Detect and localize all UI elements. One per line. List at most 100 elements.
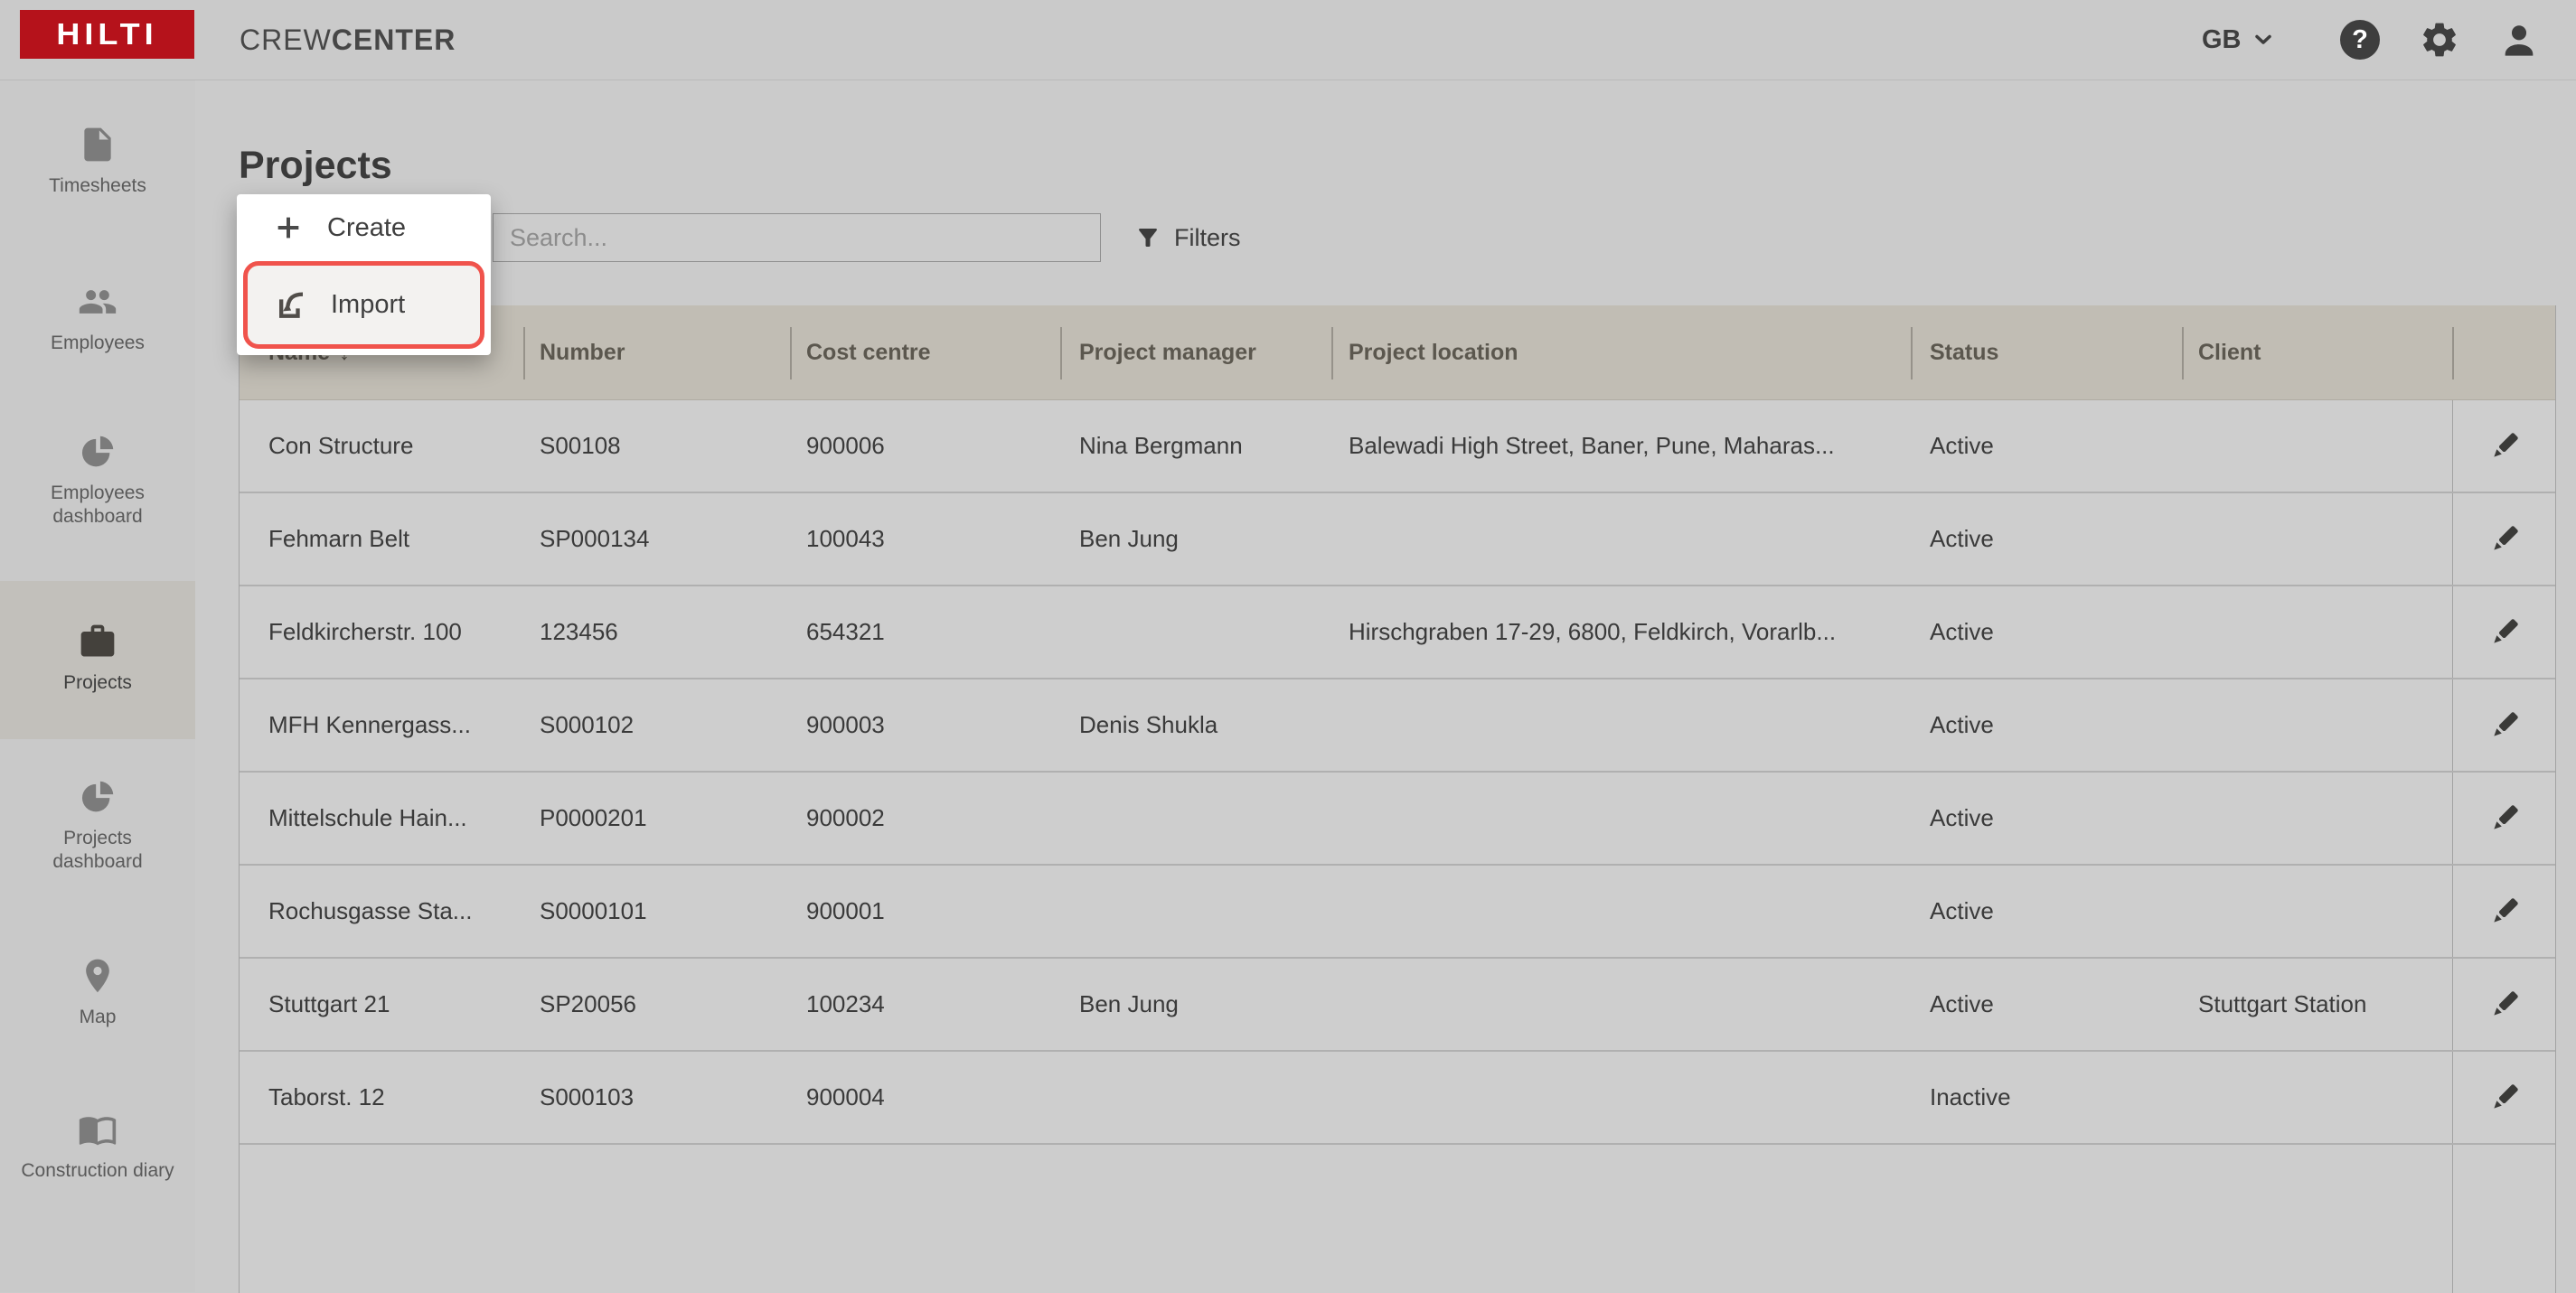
sidebar-item-construction-diary[interactable]: Construction diary (0, 1110, 195, 1183)
table-row[interactable]: Rochusgasse Sta... S0000101 900001 Activ… (240, 866, 2555, 959)
table-row[interactable]: Taborst. 12 S000103 900004 Inactive (240, 1052, 2555, 1145)
sidebar: Timesheets Employees Employees dashboard… (0, 80, 195, 1292)
sidebar-item-label: Construction diary (21, 1160, 174, 1181)
cell-cost-centre: 654321 (806, 618, 885, 645)
table-row[interactable]: Stuttgart 21 SP20056 100234 Ben Jung Act… (240, 959, 2555, 1052)
sidebar-item-projects-dashboard[interactable]: Projects dashboard (0, 777, 195, 874)
edit-button[interactable] (2483, 425, 2526, 468)
cell-project-manager (1079, 773, 1334, 864)
column-header-status[interactable]: Status (1930, 339, 1999, 365)
table-row[interactable]: Feldkircherstr. 100 123456 654321 Hirsch… (240, 586, 2555, 679)
cell-number: P0000201 (540, 804, 647, 831)
column-header-client[interactable]: Client (2198, 339, 2261, 365)
chevron-down-icon (2254, 34, 2271, 44)
cell-project-manager: Ben Jung (1079, 525, 1179, 552)
cell-status: Active (1930, 897, 1994, 924)
header-divider (790, 327, 792, 379)
cell-client (2198, 866, 2444, 957)
table-empty-area (240, 1145, 2555, 1293)
cell-name: Fehmarn Belt (268, 525, 410, 552)
cell-status: Active (1930, 525, 1994, 552)
language-selector[interactable]: GB (2202, 0, 2276, 80)
sidebar-item-map[interactable]: Map (0, 956, 195, 1029)
header-divider (2452, 327, 2454, 379)
column-header-project-manager[interactable]: Project manager (1079, 339, 1256, 365)
edit-button[interactable] (2483, 704, 2526, 747)
table-row[interactable]: Mittelschule Hain... P0000201 900002 Act… (240, 773, 2555, 866)
sidebar-item-timesheets[interactable]: Timesheets (0, 125, 195, 198)
cell-project-location (1349, 773, 1904, 864)
cell-project-location (1349, 959, 1904, 1050)
sidebar-item-projects[interactable]: Projects (0, 622, 195, 695)
plus-icon (277, 217, 299, 239)
table-header: Name ↓ Number Cost centre Project manage… (240, 305, 2555, 400)
cell-cost-centre: 900001 (806, 897, 885, 924)
pencil-icon (2493, 897, 2518, 923)
cell-cost-centre: 900004 (806, 1083, 885, 1110)
header-divider (1060, 327, 1062, 379)
edit-button[interactable] (2483, 1076, 2526, 1120)
cell-status: Active (1930, 711, 1994, 738)
briefcase-icon (80, 624, 115, 657)
column-header-cost-centre[interactable]: Cost centre (806, 339, 931, 365)
cell-number: S000102 (540, 711, 635, 738)
cell-project-manager: Nina Bergmann (1079, 432, 1243, 459)
sidebar-item-employees-dashboard[interactable]: Employees dashboard (0, 432, 195, 529)
help-button[interactable]: ? (2339, 19, 2381, 61)
edit-button[interactable] (2483, 518, 2526, 561)
sidebar-item-label: Employees dashboard (51, 483, 145, 527)
column-header-project-location[interactable]: Project location (1349, 339, 1518, 365)
edit-button[interactable] (2483, 983, 2526, 1026)
column-header-number[interactable]: Number (540, 339, 625, 365)
person-icon (2505, 25, 2534, 56)
edit-button[interactable] (2483, 611, 2526, 654)
pencil-icon (2493, 711, 2518, 736)
settings-button[interactable] (2419, 19, 2460, 61)
pencil-icon (2493, 1083, 2518, 1109)
cell-name: Stuttgart 21 (268, 990, 390, 1017)
cell-client: Stuttgart Station (2198, 990, 2367, 1017)
top-bar: HILTI CREW CENTER GB ? (0, 0, 2576, 80)
menu-item-create[interactable]: Create (237, 194, 491, 261)
app-title: CREW CENTER (240, 0, 456, 80)
cell-number: S0000101 (540, 897, 647, 924)
cell-number: SP20056 (540, 990, 636, 1017)
cell-project-location: Hirschgraben 17-29, 6800, Feldkirch, Vor… (1349, 618, 1837, 645)
cell-client (2198, 1052, 2444, 1143)
document-icon (84, 127, 111, 162)
cell-name: Mittelschule Hain... (268, 804, 467, 831)
cell-project-manager: Denis Shukla (1079, 711, 1218, 738)
table-row[interactable]: Con Structure S00108 900006 Nina Bergman… (240, 400, 2555, 493)
cell-project-location (1349, 1052, 1904, 1143)
cell-project-location: Balewadi High Street, Baner, Pune, Mahar… (1349, 432, 1835, 459)
table-row[interactable]: MFH Kennergass... S000102 900003 Denis S… (240, 679, 2555, 773)
language-code: GB (2202, 24, 2242, 54)
header-divider (1331, 327, 1333, 379)
sidebar-item-label: Map (79, 1007, 117, 1027)
account-button[interactable] (2498, 19, 2540, 61)
cell-client (2198, 400, 2444, 492)
search-input[interactable] (493, 213, 1101, 262)
cell-project-manager (1079, 1052, 1334, 1143)
sidebar-item-label: Projects (63, 672, 132, 693)
app-title-center: CENTER (331, 23, 456, 56)
projects-table: Name ↓ Number Cost centre Project manage… (239, 305, 2556, 1293)
edit-button[interactable] (2483, 797, 2526, 840)
cell-project-manager (1079, 866, 1334, 957)
pencil-icon (2493, 804, 2518, 829)
edit-button[interactable] (2483, 890, 2526, 933)
pie-chart-icon (81, 781, 114, 812)
cell-project-manager (1079, 586, 1334, 678)
menu-item-import[interactable]: Import (243, 261, 484, 349)
filters-button[interactable]: Filters (1134, 213, 1241, 262)
sidebar-item-employees[interactable]: Employees (0, 282, 195, 355)
table-row[interactable]: Fehmarn Belt SP000134 100043 Ben Jung Ac… (240, 493, 2555, 586)
cell-number: S00108 (540, 432, 621, 459)
cell-client (2198, 493, 2444, 585)
sidebar-item-label: Employees (51, 333, 145, 353)
hilti-logo[interactable]: HILTI (20, 10, 194, 59)
cell-status: Active (1930, 432, 1994, 459)
pencil-icon (2493, 525, 2518, 550)
cell-status: Active (1930, 990, 1994, 1017)
people-icon (79, 290, 117, 314)
